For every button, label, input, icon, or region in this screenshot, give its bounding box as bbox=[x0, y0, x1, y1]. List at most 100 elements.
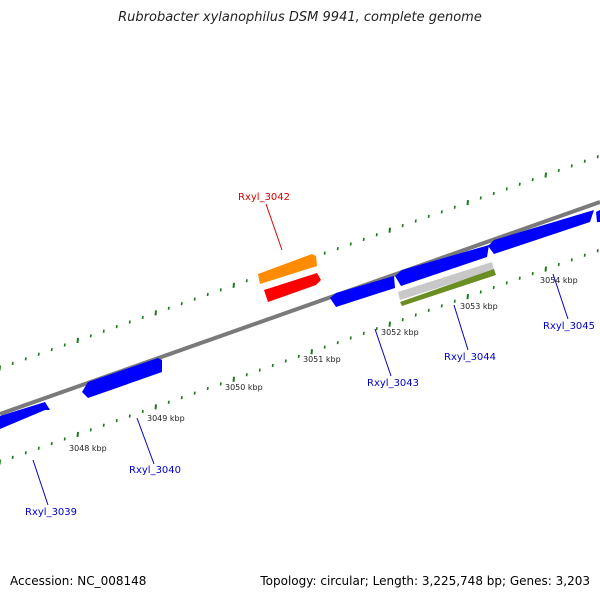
lower-row-tick bbox=[37, 446, 40, 450]
kbp-label-3048: 3048 kbp bbox=[69, 444, 107, 453]
upper-row-tick bbox=[11, 361, 14, 366]
lower-row-tick bbox=[310, 349, 313, 355]
kbp-label-3050: 3050 kbp bbox=[225, 383, 263, 392]
lower-row-tick bbox=[206, 386, 209, 391]
lower-row-tick bbox=[11, 455, 14, 460]
lower-row-tick bbox=[375, 327, 378, 331]
lower-row-tick bbox=[531, 272, 534, 276]
lower-row-tick bbox=[453, 299, 456, 303]
upper-row-tick bbox=[37, 352, 40, 356]
lower-row-tick bbox=[518, 276, 521, 280]
upper-row-tick bbox=[154, 310, 157, 316]
upper-row-tick bbox=[89, 334, 92, 338]
upper-row-tick bbox=[245, 279, 248, 283]
lower-row-tick bbox=[570, 258, 573, 262]
upper-row-tick bbox=[63, 343, 66, 347]
lower-row-tick bbox=[583, 253, 586, 257]
lower-row-tick bbox=[193, 391, 196, 395]
upper-row-tick bbox=[401, 223, 404, 228]
upper-row-tick bbox=[115, 325, 118, 329]
upper-row-tick bbox=[414, 219, 417, 223]
lower-row-tick bbox=[76, 431, 79, 438]
upper-row-tick bbox=[24, 357, 27, 361]
lower-row-tick bbox=[245, 373, 248, 377]
gene-rxyl-3044-grey[interactable] bbox=[398, 262, 494, 300]
lower-row-tick bbox=[505, 281, 508, 285]
upper-row-tick bbox=[219, 288, 222, 292]
lower-row-tick bbox=[466, 294, 469, 300]
upper-row-tick bbox=[50, 347, 53, 352]
upper-row-tick bbox=[440, 210, 443, 214]
upper-row-tick bbox=[128, 320, 131, 324]
lower-row-tick bbox=[388, 321, 391, 327]
gene-rxyl-3043[interactable] bbox=[330, 276, 395, 307]
lower-row-tick bbox=[414, 313, 417, 317]
lower-row-tick bbox=[89, 428, 92, 432]
gene-rxyl-3039[interactable] bbox=[0, 402, 50, 429]
accession-text: Accession: NC_008148 bbox=[10, 574, 147, 588]
upper-row-tick bbox=[544, 172, 547, 178]
lower-row-tick bbox=[401, 317, 404, 322]
lower-row-tick bbox=[24, 451, 27, 455]
label-rxyl-3039: Rxyl_3039 bbox=[25, 507, 77, 518]
lower-row-tick bbox=[232, 376, 235, 382]
label-rxyl-3045: Rxyl_3045 bbox=[543, 321, 595, 332]
upper-row-tick bbox=[141, 315, 144, 320]
upper-row-tick bbox=[388, 227, 391, 233]
lower-row-tick bbox=[180, 396, 183, 400]
lower-row-tick bbox=[440, 304, 443, 308]
upper-row-tick bbox=[167, 306, 170, 310]
gene-rxyl-3040[interactable] bbox=[82, 358, 162, 398]
leader-rxyl-3043 bbox=[374, 328, 392, 377]
upper-row-tick bbox=[180, 302, 183, 306]
label-rxyl-3042: Rxyl_3042 bbox=[238, 192, 290, 203]
kbp-label-3053: 3053 kbp bbox=[460, 302, 498, 311]
upper-row-tick bbox=[453, 205, 456, 209]
upper-row-tick bbox=[336, 246, 339, 251]
lower-row-tick bbox=[115, 419, 118, 423]
upper-row-tick bbox=[479, 196, 482, 200]
upper-row-tick bbox=[492, 191, 495, 196]
kbp-label-3054: 3054 kbp bbox=[540, 276, 578, 285]
lower-row-tick bbox=[63, 437, 66, 441]
upper-row-tick bbox=[570, 164, 573, 168]
lower-row-tick bbox=[271, 363, 274, 368]
upper-row-tick bbox=[206, 292, 209, 297]
lower-row-tick bbox=[50, 441, 53, 446]
upper-row-tick bbox=[323, 251, 326, 255]
lower-row-tick bbox=[427, 308, 430, 313]
leader-rxyl-3039 bbox=[32, 459, 49, 506]
lower-row-tick bbox=[336, 340, 339, 345]
gene-edge-right[interactable] bbox=[596, 210, 600, 222]
genome-summary: Topology: circular; Length: 3,225,748 bp… bbox=[260, 574, 590, 588]
gene-rxyl-3044[interactable] bbox=[400, 269, 496, 306]
lower-row-tick bbox=[479, 290, 482, 294]
upper-row-tick bbox=[193, 297, 196, 301]
leader-rxyl-3045 bbox=[552, 273, 569, 320]
kbp-label-3049: 3049 kbp bbox=[147, 414, 185, 423]
genome-title: Rubrobacter xylanophilus DSM 9941, compl… bbox=[118, 10, 482, 25]
gene-rxyl-3045[interactable] bbox=[488, 210, 594, 254]
upper-row-tick bbox=[232, 282, 235, 288]
upper-row-tick bbox=[349, 242, 352, 246]
upper-row-tick bbox=[583, 159, 586, 163]
lower-row-tick bbox=[102, 423, 105, 427]
lower-row-tick bbox=[362, 331, 365, 336]
gene-rxyl-3044-upper[interactable] bbox=[395, 245, 489, 286]
upper-row-tick bbox=[466, 200, 469, 206]
lower-row-tick bbox=[154, 404, 157, 410]
gene-rxyl-3042[interactable] bbox=[264, 273, 321, 302]
leader-rxyl-3044 bbox=[453, 304, 469, 351]
upper-row-tick bbox=[518, 182, 521, 186]
upper-row-tick bbox=[505, 187, 508, 191]
upper-row-tick bbox=[102, 329, 105, 333]
lower-row-tick bbox=[349, 336, 352, 340]
lower-row-tick bbox=[258, 368, 261, 372]
lower-row-tick bbox=[596, 249, 599, 253]
label-rxyl-3044: Rxyl_3044 bbox=[444, 352, 496, 363]
upper-row-tick bbox=[427, 214, 430, 219]
lower-row-tick bbox=[219, 382, 222, 386]
lower-row-tick bbox=[323, 345, 326, 349]
gene-rxyl-3042-highlight[interactable] bbox=[258, 254, 317, 284]
